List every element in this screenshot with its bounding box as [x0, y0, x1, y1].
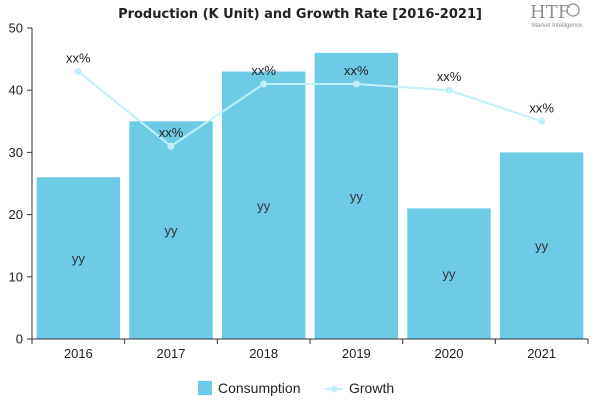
bar-data-label: yy	[165, 223, 179, 238]
bar	[221, 71, 306, 339]
bar-data-label: yy	[535, 239, 549, 254]
bar-data-label: yy	[257, 198, 271, 213]
growth-data-label: xx%	[437, 69, 462, 84]
growth-data-label: xx%	[251, 63, 276, 78]
chart-title: Production (K Unit) and Growth Rate [201…	[118, 7, 482, 22]
x-tick-label: 2020	[435, 346, 464, 361]
growth-point	[260, 80, 268, 88]
logo-text: HTF	[530, 2, 570, 23]
legend-swatch-consumption	[198, 381, 212, 395]
logo-subtext: Market Intelligence	[532, 23, 583, 29]
bar	[499, 152, 584, 339]
y-tick-label: 30	[9, 145, 23, 160]
x-axis: 2016 2017 2018 2019 2020 2021	[31, 338, 589, 361]
growth-data-label: xx%	[159, 125, 184, 140]
legend-label-consumption: Consumption	[218, 380, 301, 396]
growth-data-label: xx%	[529, 100, 554, 115]
y-axis: 0 10 20 30 40 50	[9, 21, 33, 347]
bar	[36, 177, 121, 339]
bar	[407, 208, 491, 339]
growth-point	[445, 86, 453, 94]
y-tick-label: 10	[9, 269, 23, 284]
bar	[129, 121, 213, 339]
legend-marker-growth	[330, 385, 338, 393]
growth-line	[77, 70, 542, 148]
x-tick-label: 2021	[527, 346, 556, 361]
bar-data-label: yy	[350, 189, 364, 204]
growth-point	[352, 80, 360, 88]
y-tick-label: 20	[9, 207, 23, 222]
bar-data-label: yy	[72, 251, 86, 266]
line-series: xx% xx% xx% xx% xx% xx%	[66, 51, 554, 150]
legend-label-growth: Growth	[349, 380, 394, 396]
legend: Consumption Growth	[198, 380, 394, 396]
y-tick-label: 50	[9, 21, 23, 36]
growth-point	[74, 68, 82, 76]
bar	[314, 52, 399, 339]
x-tick-label: 2016	[64, 346, 93, 361]
growth-point	[538, 117, 546, 125]
logo: HTF Market Intelligence	[530, 2, 583, 29]
x-tick-label: 2018	[249, 346, 278, 361]
x-tick-label: 2019	[342, 346, 371, 361]
bar-series: yy yy yy yy yy yy	[36, 52, 584, 339]
x-tick-label: 2017	[157, 346, 186, 361]
growth-point	[167, 142, 175, 150]
y-tick-label: 40	[9, 83, 23, 98]
logo-globe-icon	[566, 3, 580, 17]
y-tick-label: 0	[16, 332, 23, 347]
growth-data-label: xx%	[344, 63, 369, 78]
growth-data-label: xx%	[66, 51, 91, 66]
bar-data-label: yy	[443, 267, 457, 282]
